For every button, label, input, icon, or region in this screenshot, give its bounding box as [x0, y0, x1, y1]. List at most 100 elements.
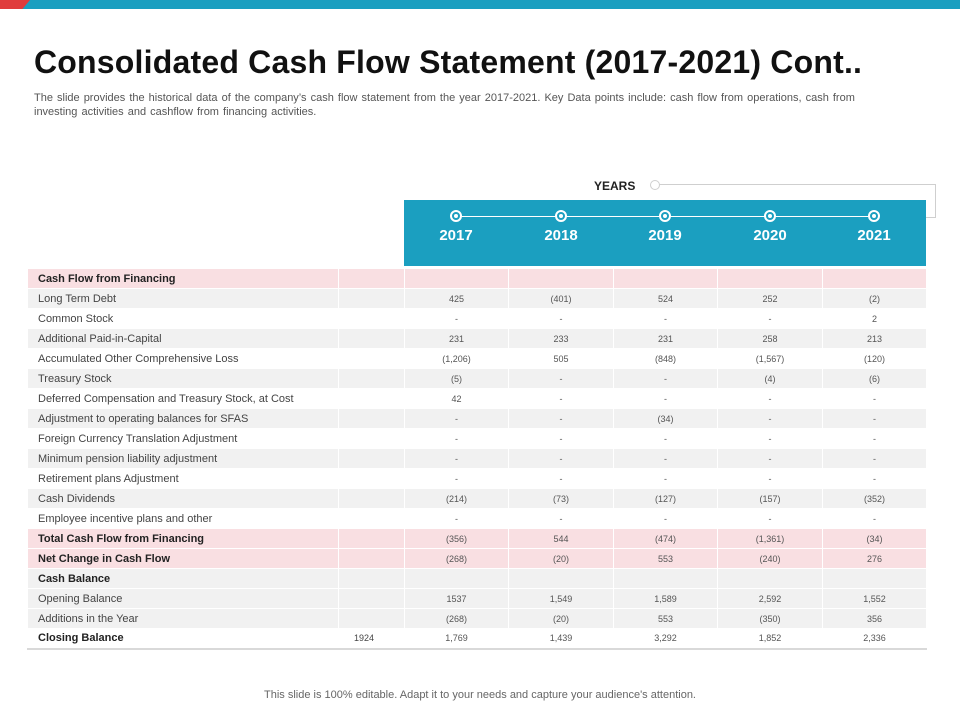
table-cell: (20) [508, 548, 614, 569]
table-cell: 544 [508, 528, 614, 549]
row-extra-value [338, 608, 405, 629]
table-cell: - [613, 508, 718, 529]
row-extra-value [338, 568, 405, 589]
row-label: Cash Balance [27, 568, 339, 589]
timeline-dot-icon [659, 210, 671, 222]
table-cell: (157) [717, 488, 823, 509]
row-extra-value [338, 448, 405, 469]
table-cell: - [822, 468, 927, 489]
table-cell: 3,292 [613, 628, 718, 650]
table-cell: (848) [613, 348, 718, 369]
year-column-header: 2019 [613, 210, 717, 260]
table-cell: - [822, 428, 927, 449]
table-cell: (34) [822, 528, 927, 549]
row-label: Retirement plans Adjustment [27, 468, 339, 489]
table-cell: (34) [613, 408, 718, 429]
footer-note: This slide is 100% editable. Adapt it to… [264, 689, 696, 701]
table-row: Employee incentive plans and other - - - - - [27, 508, 927, 529]
year-column-header: 2020 [718, 210, 822, 260]
table-row: Foreign Currency Translation Adjustment -… [27, 428, 927, 449]
table-cell: (127) [613, 488, 718, 509]
table-cell: - [613, 428, 718, 449]
row-extra-value [338, 548, 405, 569]
table-cell: - [404, 308, 509, 329]
row-label: Foreign Currency Translation Adjustment [27, 428, 339, 449]
row-label: Common Stock [27, 308, 339, 329]
row-label: Total Cash Flow from Financing [27, 528, 339, 549]
table-cell: 425 [404, 288, 509, 309]
table-cell: 231 [404, 328, 509, 349]
row-label: Employee incentive plans and other [27, 508, 339, 529]
row-extra-value [338, 308, 405, 329]
row-extra-value [338, 288, 405, 309]
row-extra-value [338, 508, 405, 529]
table-cell: - [717, 508, 823, 529]
table-cell: (1,567) [717, 348, 823, 369]
table-cell: - [717, 468, 823, 489]
year-label: 2021 [857, 227, 891, 244]
table-cell: - [508, 408, 614, 429]
row-label: Treasury Stock [27, 368, 339, 389]
table-cell: (214) [404, 488, 509, 509]
table-row: Cash Dividends (214) (73) (127) (157) (352) [27, 488, 927, 509]
row-extra-value [338, 408, 405, 429]
table-cell: - [404, 468, 509, 489]
table-cell: - [822, 408, 927, 429]
cash-flow-table: Cash Flow from Financing Long Term Debt 42… [27, 268, 927, 650]
timeline-dot-icon [555, 210, 567, 222]
row-label: Net Change in Cash Flow [27, 548, 339, 569]
table-cell: - [822, 388, 927, 409]
table-cell: - [717, 448, 823, 469]
year-column-header: 2018 [509, 210, 613, 260]
row-extra-value [338, 388, 405, 409]
table-cell: - [404, 408, 509, 429]
table-cell: (1,361) [717, 528, 823, 549]
row-extra-value [338, 488, 405, 509]
table-cell: (240) [717, 548, 823, 569]
table-cell: 258 [717, 328, 823, 349]
table-cell: - [613, 368, 718, 389]
row-extra-value [338, 328, 405, 349]
table-cell: - [404, 448, 509, 469]
row-extra-value [338, 528, 405, 549]
table-row: Deferred Compensation and Treasury Stock… [27, 388, 927, 409]
row-label: Opening Balance [27, 588, 339, 609]
year-column-header: 2021 [822, 210, 926, 260]
table-cell [508, 568, 614, 589]
table-cell: (73) [508, 488, 614, 509]
row-label: Additions in the Year [27, 608, 339, 629]
row-label: Adjustment to operating balances for SFA… [27, 408, 339, 429]
table-cell: 553 [613, 548, 718, 569]
table-cell: 231 [613, 328, 718, 349]
table-cell: 2,336 [822, 628, 927, 650]
row-extra-value: 1924 [338, 628, 405, 650]
table-cell: 553 [613, 608, 718, 629]
row-label: Deferred Compensation and Treasury Stock… [27, 388, 339, 409]
table-cell: - [613, 468, 718, 489]
row-label: Cash Flow from Financing [27, 268, 339, 289]
table-row: Cash Balance [27, 568, 927, 589]
table-row: Closing Balance 1924 1,769 1,439 3,292 1,852 2… [27, 628, 927, 650]
table-cell: - [508, 508, 614, 529]
table-cell: (120) [822, 348, 927, 369]
table-cell: 276 [822, 548, 927, 569]
table-cell: 356 [822, 608, 927, 629]
table-cell: (350) [717, 608, 823, 629]
page-title: Consolidated Cash Flow Statement (2017-2… [34, 44, 863, 80]
table-cell [822, 268, 927, 289]
table-row: Accumulated Other Comprehensive Loss (1,2… [27, 348, 927, 369]
table-cell: - [404, 508, 509, 529]
row-extra-value [338, 428, 405, 449]
year-label: 2020 [753, 227, 787, 244]
table-cell: (2) [822, 288, 927, 309]
table-cell: (4) [717, 368, 823, 389]
table-cell: (5) [404, 368, 509, 389]
table-row: Retirement plans Adjustment - - - - - [27, 468, 927, 489]
table-cell: (1,206) [404, 348, 509, 369]
table-cell: - [613, 388, 718, 409]
table-cell [404, 568, 509, 589]
row-extra-value [338, 468, 405, 489]
page-subtitle: The slide provides the historical data o… [34, 92, 855, 118]
table-cell: - [613, 308, 718, 329]
table-cell: 233 [508, 328, 614, 349]
